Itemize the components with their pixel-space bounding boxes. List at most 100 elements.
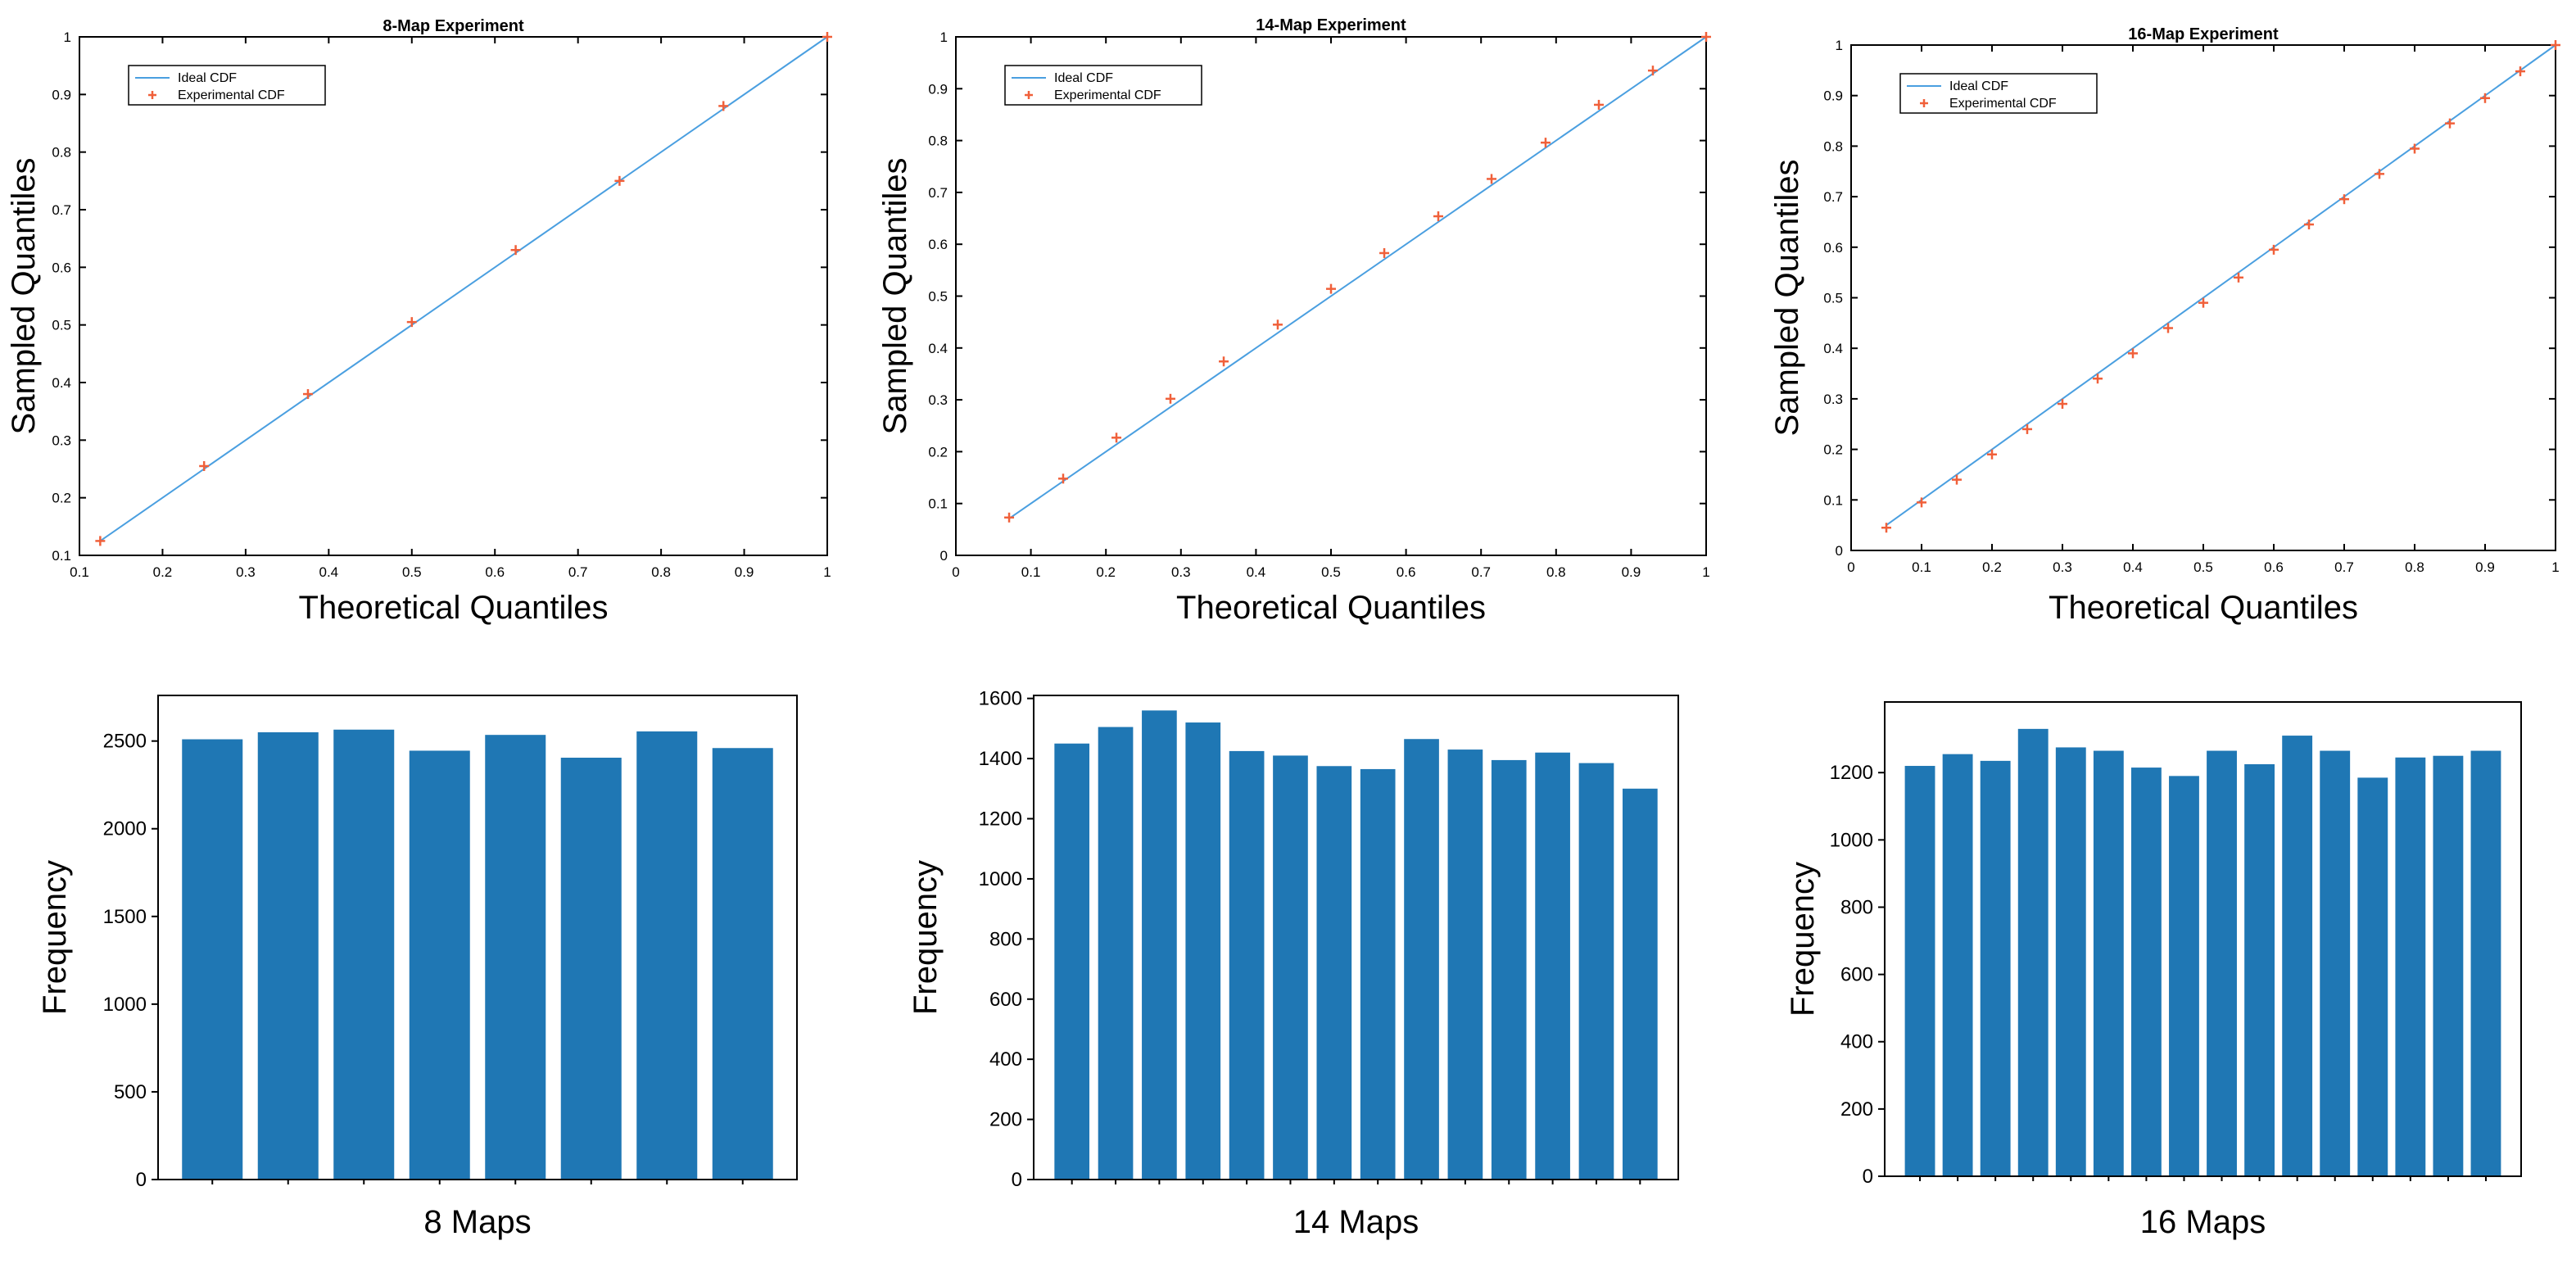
experimental-cdf-point: [1057, 473, 1068, 484]
y-tick-label: 0.6: [1823, 240, 1843, 256]
experimental-cdf-point: [1004, 512, 1015, 523]
y-tick-label: 0.8: [52, 145, 71, 161]
y-tick-label: 0.9: [928, 81, 948, 97]
x-tick-label: 0.3: [236, 564, 256, 580]
experimental-cdf-point: [2093, 374, 2103, 384]
y-tick-label: 0.6: [52, 260, 71, 275]
experimental-cdf-point: [822, 32, 832, 42]
y-tick-label: 0.9: [52, 87, 71, 102]
experimental-cdf-point: [302, 389, 313, 400]
y-tick-label: 200: [989, 1109, 1022, 1131]
experimental-cdf-point: [199, 460, 210, 471]
plot-frame: [79, 36, 828, 556]
y-tick-label: 0.7: [928, 185, 948, 201]
y-tick-label: 0.2: [52, 491, 71, 506]
x-tick-label: 1: [1702, 564, 1709, 580]
qq-chart-2: 0 0.1 0.2 0.3 0.4 0.5 0.6 0.7 0.8 0.9 1 0 0.1 0.2 0.3 0…: [877, 16, 1711, 626]
y-axis-label: Sampled Quantiles: [6, 158, 42, 435]
experimental-cdf-point: [2163, 323, 2173, 333]
y-tick-label: 0.1: [1823, 492, 1843, 508]
legend: Ideal CDF Experimental CDF: [128, 65, 326, 106]
y-tick-label: 800: [989, 928, 1022, 950]
bar: [1229, 750, 1265, 1180]
bar: [560, 758, 622, 1180]
x-tick-label: 0.9: [2475, 559, 2495, 575]
x-tick-label: 0.1: [70, 564, 89, 580]
bar: [1360, 768, 1396, 1180]
x-tick-label: 0.9: [735, 564, 754, 580]
experimental-cdf-point: [1881, 523, 1891, 533]
y-tick-label: 0.7: [1823, 189, 1843, 205]
bar: [333, 729, 395, 1180]
y-tick-label: 0.9: [1823, 88, 1843, 104]
legend-ideal-label: Ideal CDF: [1949, 79, 2008, 93]
x-axis-label: 8 Maps: [423, 1204, 531, 1240]
experimental-cdf-point: [1701, 32, 1711, 42]
y-tick-label: 0: [940, 548, 948, 564]
bar-chart-1: 0 500 1000 1500 2000 2500 8 Maps Frequency: [37, 695, 798, 1240]
y-tick-label: 0.8: [1823, 138, 1843, 154]
experimental-cdf-point: [718, 101, 729, 111]
y-tick-label: 0: [1012, 1169, 1022, 1191]
bar-chart-2: 0 200 400 600 800 1000 1200 1400 1600 14 Maps Freq…: [908, 688, 1679, 1240]
x-axis-label: Theoretical Quantiles: [2049, 590, 2358, 626]
bar: [1185, 722, 1221, 1180]
plot-frame: [157, 695, 798, 1180]
experimental-cdf-point: [1379, 247, 1390, 258]
experimental-cdf-point: [614, 175, 625, 186]
y-tick-label: 0.4: [52, 375, 71, 391]
experimental-cdf-point: [1272, 319, 1283, 330]
experimental-cdf-point: [2410, 143, 2420, 154]
x-axis-label: Theoretical Quantiles: [299, 590, 609, 626]
x-tick-label: 0.6: [2264, 559, 2284, 575]
x-tick-label: 0.8: [2405, 559, 2424, 575]
y-tick-label: 1000: [103, 994, 147, 1016]
bar: [2169, 776, 2199, 1176]
experimental-cdf-point: [2304, 220, 2314, 230]
y-tick-label: 2000: [103, 818, 147, 840]
experimental-cdf-point: [2022, 423, 2032, 434]
y-tick-label: 400: [989, 1048, 1022, 1071]
bar: [1098, 727, 1134, 1180]
bar: [485, 735, 546, 1180]
bar: [1622, 788, 1658, 1180]
bar: [712, 748, 773, 1180]
legend-experimental-label: Experimental CDF: [1054, 88, 1161, 102]
x-tick-label: 0.8: [651, 564, 671, 580]
experimental-cdf-point: [2234, 272, 2243, 283]
experimental-cdf-point: [1326, 283, 1336, 294]
y-tick-label: 0.6: [928, 237, 948, 252]
x-tick-label: 0.4: [1247, 564, 1266, 580]
x-tick-label: 0.7: [568, 564, 588, 580]
y-tick-label: 0.4: [928, 341, 948, 356]
bar: [2433, 755, 2464, 1176]
bar: [2395, 757, 2426, 1176]
experimental-cdf-point: [2339, 194, 2349, 205]
y-tick-label: 0.4: [1823, 341, 1843, 356]
experimental-cdf-point: [1540, 138, 1551, 148]
x-tick-label: 0.2: [153, 564, 173, 580]
experimental-cdf-point: [2480, 93, 2490, 103]
y-tick-label: 1600: [979, 688, 1022, 710]
bar: [2282, 736, 2313, 1176]
bar: [1535, 752, 1570, 1180]
x-tick-label: 0.5: [2193, 559, 2213, 575]
experimental-cdf-point: [1111, 432, 1122, 443]
experimental-cdf-point: [2269, 244, 2279, 255]
bar: [636, 731, 698, 1180]
y-tick-label: 0.3: [52, 432, 71, 448]
x-tick-label: 0.9: [1622, 564, 1641, 580]
bar: [1142, 710, 1177, 1180]
y-tick-label: 0.1: [928, 496, 948, 512]
y-tick-label: 0.8: [928, 134, 948, 149]
ideal-cdf-line: [1008, 36, 1707, 519]
x-tick-label: 0.6: [485, 564, 505, 580]
bar: [1578, 763, 1614, 1180]
bar: [1904, 766, 1935, 1176]
bar: [1491, 759, 1527, 1180]
experimental-cdf-point: [2198, 297, 2208, 308]
legend-box: [1004, 65, 1202, 106]
experimental-cdf-point: [1917, 497, 1926, 508]
bar: [1447, 749, 1483, 1180]
